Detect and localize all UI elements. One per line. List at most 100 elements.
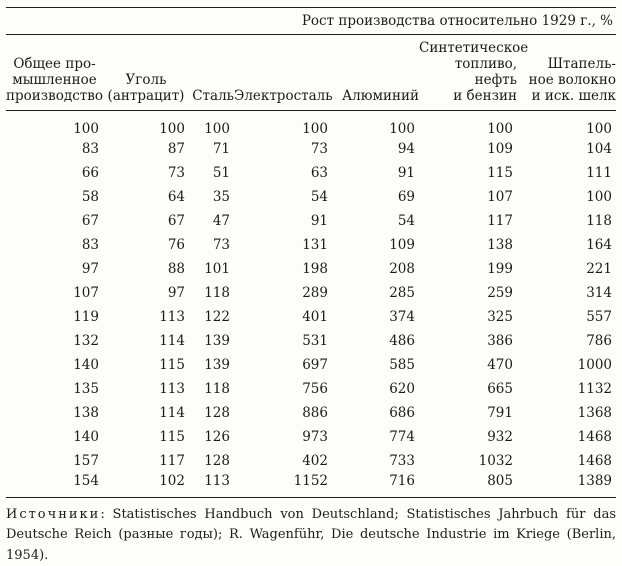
table-cell: 35 (189, 185, 234, 209)
table-cell: 114 (103, 329, 189, 353)
table-cell: 109 (419, 137, 517, 161)
table-cell: 73 (189, 233, 234, 257)
column-header-3: Электросталь (234, 35, 332, 111)
table-cell: 51 (189, 161, 234, 185)
table-cell: 87 (103, 137, 189, 161)
table-cell: 67 (103, 209, 189, 233)
source-note: Источники: Statistisches Handbuch von De… (6, 505, 616, 566)
table-cell: 58 (6, 185, 103, 209)
table-cell: 111 (517, 161, 616, 185)
table-cell: 54 (234, 185, 332, 209)
table-cell: 733 (332, 449, 419, 473)
table-cell: 88 (103, 257, 189, 281)
table-cell: 386 (419, 329, 517, 353)
table-cell: 71 (189, 137, 234, 161)
table-cell: 199 (419, 257, 517, 281)
table-cell: 791 (419, 401, 517, 425)
table-cell: 139 (189, 353, 234, 377)
table-cell: 128 (189, 401, 234, 425)
table-cell: 64 (103, 185, 189, 209)
table-cell: 113 (189, 473, 234, 497)
table-cell: 289 (234, 281, 332, 305)
table-cell: 100 (234, 111, 332, 138)
table-cell: 114 (103, 401, 189, 425)
table-cell: 76 (103, 233, 189, 257)
table-cell: 1468 (517, 449, 616, 473)
table-cell: 557 (517, 305, 616, 329)
table-cell: 119 (6, 305, 103, 329)
table-cell: 100 (6, 111, 103, 138)
table-title-band: Рост производства относительно 1929 г., … (6, 7, 616, 35)
table-cell: 157 (6, 449, 103, 473)
table-cell: 138 (419, 233, 517, 257)
table-cell: 314 (517, 281, 616, 305)
table-cell: 97 (6, 257, 103, 281)
table-cell: 67 (6, 209, 103, 233)
table-cell: 1368 (517, 401, 616, 425)
table-cell: 91 (332, 161, 419, 185)
table-cell: 115 (103, 425, 189, 449)
table-cell: 117 (103, 449, 189, 473)
table-cell: 786 (517, 329, 616, 353)
table-cell: 325 (419, 305, 517, 329)
table-cell: 208 (332, 257, 419, 281)
table-cell: 113 (103, 377, 189, 401)
table-cell: 91 (234, 209, 332, 233)
table-cell: 100 (517, 111, 616, 138)
table-cell: 117 (419, 209, 517, 233)
table-cell: 47 (189, 209, 234, 233)
table-cell: 115 (419, 161, 517, 185)
table-cell: 1132 (517, 377, 616, 401)
table-cell: 697 (234, 353, 332, 377)
source-label: Источники (6, 507, 100, 522)
table-cell: 932 (419, 425, 517, 449)
table-cell: 164 (517, 233, 616, 257)
column-header-4: Алюминий (332, 35, 419, 111)
table-cell: 198 (234, 257, 332, 281)
table-cell: 805 (419, 473, 517, 497)
table-cell: 54 (332, 209, 419, 233)
table-cell: 100 (332, 111, 419, 138)
table-cell: 102 (103, 473, 189, 497)
table-cell: 756 (234, 377, 332, 401)
table-cell: 94 (332, 137, 419, 161)
table-cell: 585 (332, 353, 419, 377)
table-cell: 140 (6, 425, 103, 449)
table-cell: 140 (6, 353, 103, 377)
table-cell: 113 (103, 305, 189, 329)
column-header-5: Синтетическое топливо, нефть и бензин (419, 35, 517, 111)
table-cell: 132 (6, 329, 103, 353)
table-cell: 1000 (517, 353, 616, 377)
table-cell: 135 (6, 377, 103, 401)
table-cell: 126 (189, 425, 234, 449)
column-header-1: Уголь (антрацит) (103, 35, 189, 111)
table-cell: 100 (517, 185, 616, 209)
table-cell: 66 (6, 161, 103, 185)
table-cell: 402 (234, 449, 332, 473)
table-cell: 100 (189, 111, 234, 138)
table-cell: 107 (6, 281, 103, 305)
table-cell: 104 (517, 137, 616, 161)
table-cell: 221 (517, 257, 616, 281)
table-cell: 374 (332, 305, 419, 329)
table-cell: 109 (332, 233, 419, 257)
table-cell: 100 (419, 111, 517, 138)
table-cell: 69 (332, 185, 419, 209)
column-header-6: Штапель- ное волокно и иск. шелк (517, 35, 616, 111)
column-header-2: Сталь (189, 35, 234, 111)
table-cell: 118 (517, 209, 616, 233)
table-cell: 128 (189, 449, 234, 473)
